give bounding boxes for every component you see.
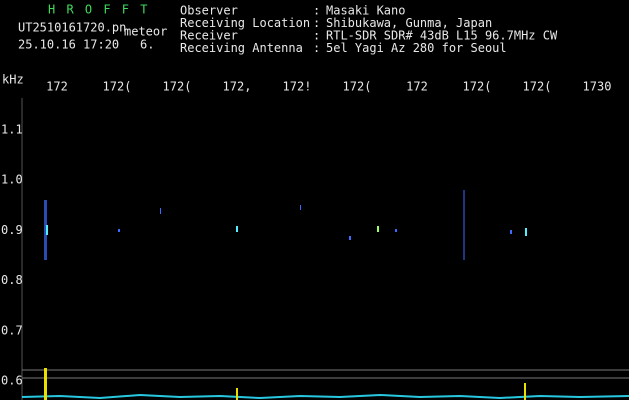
x-tick-label: 172( [163,80,192,94]
y-tick-label: 0.8 [1,273,23,287]
file-name: UT2510161720.pn [18,21,126,35]
info-value: Masaki Kano [326,4,405,18]
info-label: Receiving Location [180,16,310,30]
x-tick-label: 172( [103,80,132,94]
y-tick-label: 1.0 [1,173,23,187]
info-colon: : [313,29,320,43]
echoes [44,190,527,260]
info-value: RTL-SDR SDR# 43dB L15 96.7MHz CW [326,29,558,43]
y-tick-label: 0.9 [1,223,23,237]
noise-floor [21,393,629,400]
info-colon: : [313,4,320,18]
x-tick-label: 172( [343,80,372,94]
info-value: Shibukawa, Gunma, Japan [326,16,492,30]
x-tick-label: 172 [406,80,428,94]
peaks [44,368,526,400]
info-label: Receiving Antenna [180,41,303,55]
x-tick-label: 172, [223,80,252,94]
info-value: 5el Yagi Az 280 for Seoul [326,41,507,55]
info-colon: : [313,16,320,30]
x-tick-label: 1730 [583,80,612,94]
y-tick-label: 0.6 [1,374,23,388]
y-tick-label: 1.1 [1,123,23,137]
info-label: Observer [180,4,238,18]
info-colon: : [313,41,320,55]
x-tick-label: 172 [46,80,68,94]
axis-unit: kHz [2,73,24,87]
y-tick-label: 0.7 [1,323,23,337]
x-tick-label: 172( [463,80,492,94]
counter: 6. [140,38,154,52]
file-tag: meteor [124,25,167,39]
info-label: Receiver [180,29,238,43]
app-title: H R O F F T [48,3,149,17]
x-tick-label: 172! [283,80,312,94]
timestamp: 25.10.16 17:20 [18,38,119,52]
x-tick-label: 172( [523,80,552,94]
